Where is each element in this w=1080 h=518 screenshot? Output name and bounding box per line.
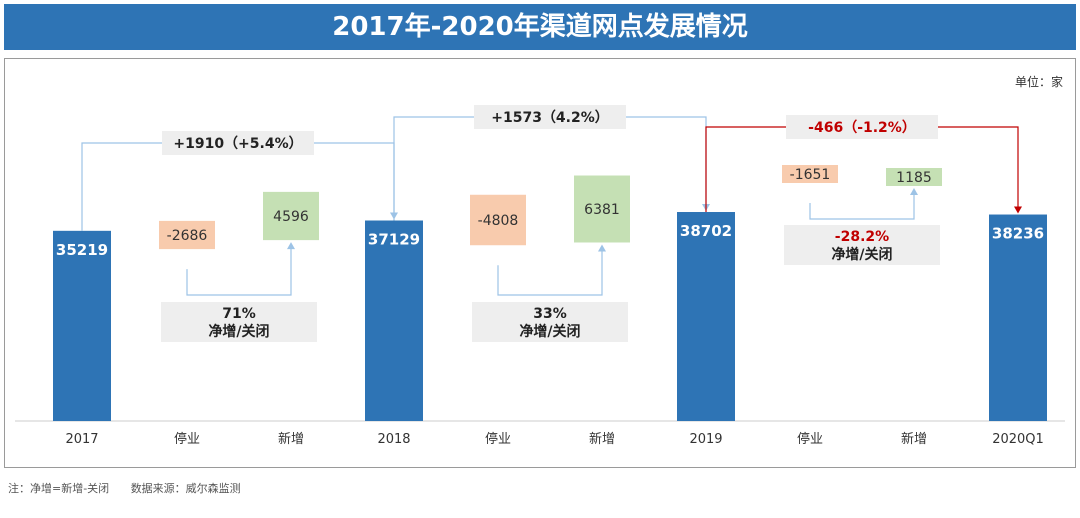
change-bar-label: -2686: [167, 228, 208, 244]
change-bar-label: 6381: [584, 202, 620, 218]
x-tick-label: 2017: [65, 432, 98, 447]
x-tick-label: 2019: [689, 432, 722, 447]
growth-arrowhead: [1014, 206, 1022, 214]
growth-label: +1910（+5.4%）: [173, 136, 302, 152]
growth-label: +1573（4.2%）: [491, 110, 609, 126]
x-tick-label: 2018: [377, 432, 410, 447]
growth-connector: [81, 142, 395, 231]
ratio-arrowhead: [287, 242, 295, 250]
change-bar-label: -4808: [478, 213, 519, 229]
ratio-text-label: 净增/关闭: [831, 246, 892, 263]
growth-connector: [393, 116, 707, 221]
total-bar-label: 37129: [368, 231, 420, 249]
ratio-connector: [809, 194, 915, 220]
footnote: 注：净增=新增-关闭 数据来源：威尔森监测: [8, 480, 259, 496]
growth-label: -466（-1.2%）: [808, 120, 916, 136]
ratio-connector: [497, 250, 603, 296]
change-bar-label: 1185: [896, 170, 932, 186]
ratio-pct-label: 71%: [222, 306, 256, 322]
waterfall-chart: 单位：家 2017 停业 新增 2018 停业 新增 2019 停业 新增 2020Q1 35219…: [15, 74, 1065, 447]
ratio-label-bg: [472, 302, 628, 342]
total-bar: [989, 214, 1047, 421]
growth-connector: [705, 126, 1019, 213]
change-bar-label: 4596: [273, 209, 309, 225]
x-tick-label: 新增: [901, 431, 927, 447]
chart-frame: 单位：家 2017 停业 新增 2018 停业 新增 2019 停业 新增 2020Q1 35219…: [4, 58, 1076, 468]
total-bar: [53, 230, 111, 421]
x-tick-label: 新增: [589, 431, 615, 447]
x-tick-label: 停业: [797, 431, 823, 447]
growth-label-bg: [162, 131, 314, 155]
new-bar: [574, 175, 630, 243]
unit-label: 单位：家: [1015, 74, 1063, 89]
ratio-connector: [186, 248, 292, 296]
chart-title: 2017年-2020年渠道网点发展情况: [4, 4, 1076, 50]
total-bar: [365, 220, 423, 421]
growth-label-bg: [474, 105, 626, 129]
ratio-arrowhead: [598, 244, 606, 252]
growth-label-bg: [786, 115, 938, 139]
closed-bar: [782, 165, 838, 183]
x-tick-label: 停业: [174, 431, 200, 447]
x-tick-label: 2020Q1: [992, 432, 1044, 447]
total-bar-label: 38236: [992, 225, 1044, 243]
total-bar-label: 38702: [680, 222, 732, 240]
new-bar: [886, 168, 942, 186]
x-tick-label: 停业: [485, 431, 511, 447]
closed-bar: [159, 220, 215, 250]
ratio-label-bg: [784, 225, 940, 265]
closed-bar: [470, 194, 526, 246]
ratio-text-label: 净增/关闭: [208, 323, 269, 340]
ratio-arrowhead: [910, 188, 918, 195]
footnote-source: 数据来源：威尔森监测: [130, 482, 241, 495]
new-bar: [263, 191, 319, 241]
x-tick-label: 新增: [278, 431, 304, 447]
change-bar-label: -1651: [790, 167, 831, 183]
ratio-pct-label: -28.2%: [835, 229, 889, 245]
ratio-text-label: 净增/关闭: [519, 323, 580, 340]
ratio-label-bg: [161, 302, 317, 342]
ratio-pct-label: 33%: [533, 306, 567, 322]
total-bar-label: 35219: [56, 241, 108, 259]
footnote-note: 注：净增=新增-关闭: [8, 482, 110, 495]
total-bar: [677, 212, 735, 421]
